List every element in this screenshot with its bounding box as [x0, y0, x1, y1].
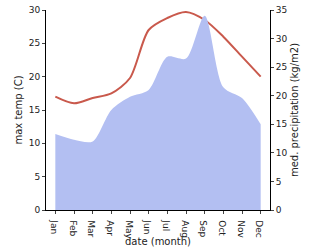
svg-text:5: 5 [34, 172, 40, 182]
svg-text:Jan: Jan [49, 219, 59, 234]
svg-text:10: 10 [276, 148, 288, 158]
svg-text:Aug: Aug [180, 220, 190, 238]
svg-text:15: 15 [276, 119, 287, 129]
svg-text:25: 25 [29, 38, 40, 48]
svg-text:max temp (C): max temp (C) [13, 75, 24, 144]
svg-text:20: 20 [276, 91, 288, 101]
svg-text:Mar: Mar [86, 220, 96, 237]
svg-text:date (month): date (month) [125, 236, 191, 247]
svg-text:10: 10 [29, 138, 41, 148]
svg-text:Jun: Jun [142, 219, 152, 234]
svg-text:Jul: Jul [161, 219, 171, 231]
svg-text:med. precipitation (kg/m2): med. precipitation (kg/m2) [289, 43, 300, 177]
svg-text:20: 20 [29, 72, 41, 82]
svg-text:15: 15 [29, 105, 40, 115]
svg-text:30: 30 [276, 34, 288, 44]
svg-text:Oct: Oct [217, 220, 227, 236]
svg-text:Apr: Apr [105, 220, 115, 236]
svg-text:0: 0 [34, 205, 40, 215]
svg-text:35: 35 [276, 5, 287, 15]
svg-text:Feb: Feb [68, 220, 78, 236]
svg-text:Dec: Dec [254, 220, 264, 237]
svg-text:5: 5 [276, 177, 282, 187]
svg-text:Nov: Nov [236, 220, 246, 238]
svg-text:30: 30 [29, 5, 41, 15]
svg-text:Sep: Sep [198, 220, 208, 237]
svg-text:0: 0 [276, 205, 282, 215]
svg-text:May: May [124, 220, 134, 239]
svg-text:25: 25 [276, 62, 287, 72]
